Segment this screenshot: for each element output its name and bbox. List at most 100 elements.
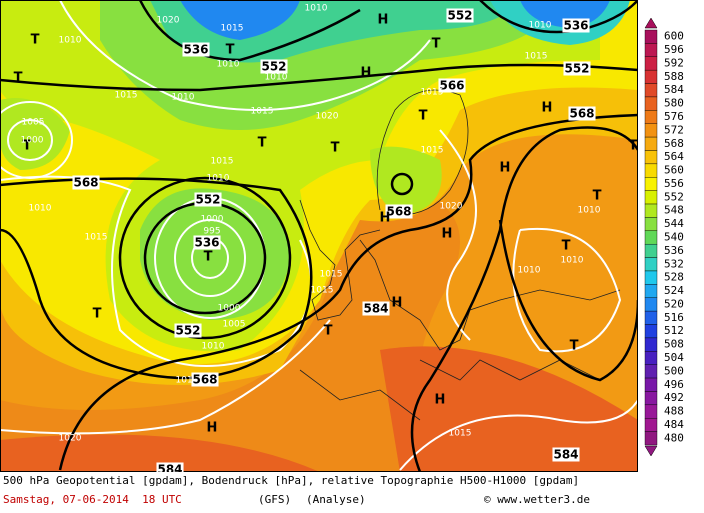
legend-label: 508 <box>664 338 684 351</box>
pressure-label: 1010 <box>59 36 82 46</box>
label-background <box>562 18 590 33</box>
legend-swatch <box>644 310 658 325</box>
centre-label: T <box>331 141 340 156</box>
centre-label: T <box>419 109 428 124</box>
legend-label: 500 <box>664 364 684 377</box>
geopotential-label: 568 <box>192 373 217 387</box>
label-background <box>174 323 202 338</box>
geopotential-label: 584 <box>363 302 388 316</box>
legend-swatch <box>644 83 658 98</box>
pressure-label: 1020 <box>157 16 180 26</box>
centre-label: H <box>542 101 553 116</box>
centre-label: H <box>442 227 453 242</box>
legend-swatch <box>644 351 658 365</box>
centre-label: T <box>23 139 32 154</box>
legend-label: 544 <box>664 217 684 230</box>
pressure-label: 1020 <box>316 112 339 122</box>
label-background <box>72 175 100 190</box>
legend-swatch <box>644 96 658 111</box>
legend-label: 528 <box>664 271 684 284</box>
legend-label: 488 <box>664 405 684 418</box>
label-background <box>385 204 413 219</box>
legend-label: 516 <box>664 311 684 324</box>
geopotential-label: 566 <box>439 79 464 93</box>
legend-swatch <box>644 324 658 339</box>
pressure-label: 1015 <box>311 286 334 296</box>
legend-label: 580 <box>664 97 684 110</box>
legend-swatch <box>644 431 658 446</box>
caption: 500 hPa Geopotential [gpdam], Bodendruck… <box>3 474 580 487</box>
legend-swatch <box>644 110 658 124</box>
label-background <box>194 192 222 207</box>
legend-swatch <box>644 163 658 178</box>
centre-label: T <box>570 339 579 354</box>
legend-label: 504 <box>664 351 684 364</box>
geopotential-label: 552 <box>195 193 220 207</box>
legend-swatch <box>644 43 658 57</box>
geopotential-label: 536 <box>563 19 588 33</box>
geopotential-label: 568 <box>569 107 594 121</box>
geopotential-label: 536 <box>194 236 219 250</box>
centre-label: T <box>93 307 102 322</box>
map-frame <box>0 0 638 472</box>
legend-swatch <box>644 150 658 165</box>
pressure-label: 1010 <box>305 4 328 14</box>
centre-label: T <box>629 139 638 154</box>
legend-swatch <box>644 177 658 191</box>
legend-label: 512 <box>664 324 684 337</box>
legend-label: 596 <box>664 43 684 56</box>
legend-label: 552 <box>664 190 684 203</box>
legend-swatch <box>644 257 658 272</box>
legend-swatch <box>644 69 658 84</box>
legend-label: 548 <box>664 204 684 217</box>
pressure-label: 1010 <box>265 73 288 83</box>
date: Samstag, 07-06-2014 18 UTC <box>3 493 182 506</box>
pressure-label: 1000 <box>218 304 241 314</box>
legend-label: 536 <box>664 244 684 257</box>
centre-label: T <box>14 71 23 86</box>
legend-swatch <box>644 190 658 205</box>
legend-swatch <box>644 297 658 312</box>
legend-arrow-bottom <box>644 445 658 457</box>
legend-label: 568 <box>664 137 684 150</box>
model: (GFS) <box>258 493 292 506</box>
pressure-label: 1000 <box>21 136 44 146</box>
legend-label: 524 <box>664 284 684 297</box>
pressure-label: 995 <box>203 227 220 237</box>
pressure-label: 1015 <box>320 270 343 280</box>
centre-label: H <box>207 421 218 436</box>
legend-swatch <box>644 243 658 258</box>
label-background <box>568 106 596 121</box>
label-background <box>193 235 221 250</box>
centre-label: T <box>432 37 441 52</box>
legend-swatch <box>644 203 658 218</box>
legend-label: 588 <box>664 70 684 83</box>
legend-arrow-top <box>644 17 658 29</box>
pressure-label: 1000 <box>201 215 224 225</box>
label-background <box>260 59 288 74</box>
centre-label: H <box>435 393 446 408</box>
label-background <box>182 42 210 57</box>
legend-swatch <box>644 418 658 432</box>
legend-label: 572 <box>664 123 684 136</box>
label-background <box>563 61 591 76</box>
legend-label: 480 <box>664 431 684 444</box>
geopotential-label: 568 <box>73 176 98 190</box>
label-background <box>438 78 466 93</box>
credit: © www.wetter3.de <box>484 493 590 506</box>
centre-label: T <box>226 43 235 58</box>
legend-label: 520 <box>664 297 684 310</box>
legend-label: 540 <box>664 231 684 244</box>
geopotential-label: 552 <box>261 60 286 74</box>
legend-swatch <box>644 29 658 44</box>
pressure-label: 1015 <box>211 157 234 167</box>
pressure-label: 1010 <box>207 174 230 184</box>
pressure-label: 1015 <box>421 146 444 156</box>
pressure-label: 1010 <box>202 342 225 352</box>
run: (Analyse) <box>306 493 366 506</box>
geopotential-label: 584 <box>157 463 182 475</box>
pressure-label: 1015 <box>221 24 244 34</box>
legend-swatch <box>644 123 658 138</box>
pressure-label: 1015 <box>176 376 199 386</box>
